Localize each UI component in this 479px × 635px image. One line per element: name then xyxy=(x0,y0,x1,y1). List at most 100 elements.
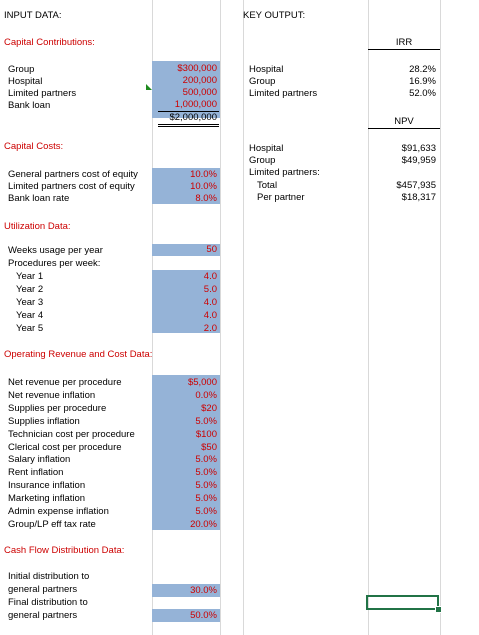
grid-column-line xyxy=(220,0,221,635)
irr-title: IRR xyxy=(395,37,413,48)
irr-label-limited-partners: Limited partners xyxy=(249,88,318,99)
weeks-usage-value[interactable]: 50 xyxy=(206,244,217,255)
operating-label-5: Clerical cost per procedure xyxy=(8,441,122,453)
cc-sum-line xyxy=(158,111,219,112)
year-2-value[interactable]: 5.0 xyxy=(203,284,217,295)
initial-distribution-value[interactable]: 30.0% xyxy=(190,585,217,596)
operating-label-0: Net revenue per procedure xyxy=(8,377,122,388)
operating-label-9: Marketing inflation xyxy=(8,493,86,505)
operating-label-3: Supplies inflation xyxy=(8,415,80,427)
utilization-title: Utilization Data: xyxy=(4,221,71,232)
costs-label-lp-equity: Limited partners cost of equity xyxy=(8,181,135,192)
npv-label-group: Group xyxy=(249,155,276,166)
operating-label-6: Salary inflation xyxy=(8,454,71,466)
irr-label-hospital: Hospital xyxy=(249,64,284,75)
npv-label-per-partner: Per partner xyxy=(257,192,305,203)
npv-title: NPV xyxy=(394,116,414,127)
operating-value-0[interactable]: $5,000 xyxy=(187,377,217,388)
capital-contributions-input-block[interactable] xyxy=(152,61,220,118)
operating-value-6[interactable]: 5.0% xyxy=(195,454,217,466)
cc-label-limited-partners: Limited partners xyxy=(8,88,77,99)
operating-label-10: Admin expense inflation xyxy=(8,506,109,517)
final-distribution-label-2: general partners xyxy=(8,610,78,621)
operating-title: Operating Revenue and Cost Data: xyxy=(4,349,153,360)
final-distribution-input-cell[interactable] xyxy=(152,609,220,622)
npv-label-hospital: Hospital xyxy=(249,143,284,154)
weeks-usage-label: Weeks usage per year xyxy=(8,245,103,256)
operating-value-9[interactable]: 5.0% xyxy=(195,493,217,505)
year-5-label: Year 5 xyxy=(16,323,44,334)
active-cell-selection[interactable] xyxy=(366,595,439,610)
grid-column-line xyxy=(243,0,244,635)
year-1-label: Year 1 xyxy=(16,271,44,282)
cc-value-bank-loan[interactable]: 1,000,000 xyxy=(174,99,217,110)
irr-value-hospital: 28.2% xyxy=(409,64,436,75)
operating-input-block[interactable] xyxy=(152,375,220,530)
irr-value-group: 16.9% xyxy=(409,76,436,87)
operating-label-1: Net revenue inflation xyxy=(8,389,96,401)
irr-label-group: Group xyxy=(249,76,276,87)
operating-value-8[interactable]: 5.0% xyxy=(195,480,217,492)
initial-distribution-label-2: general partners xyxy=(8,584,78,595)
npv-label-total: Total xyxy=(257,180,278,191)
costs-label-gp-equity: General partners cost of equity xyxy=(8,169,138,180)
operating-label-2: Supplies per procedure xyxy=(8,402,107,414)
npv-value-hospital: $91,633 xyxy=(401,143,436,154)
capital-costs-input-block[interactable] xyxy=(152,168,220,204)
irr-value-limited-partners: 52.0% xyxy=(409,88,436,99)
operating-value-1[interactable]: 0.0% xyxy=(195,389,217,401)
input-data-header: INPUT DATA: xyxy=(4,10,62,21)
year-3-value[interactable]: 4.0 xyxy=(203,297,217,308)
costs-label-bank-loan-rate: Bank loan rate xyxy=(8,193,70,204)
initial-distribution-input-cell[interactable] xyxy=(152,584,220,597)
cc-total-value: $2,000,000 xyxy=(169,112,217,123)
operating-value-10[interactable]: 5.0% xyxy=(195,506,217,517)
year-4-value[interactable]: 4.0 xyxy=(203,310,217,321)
final-distribution-value[interactable]: 50.0% xyxy=(190,610,217,621)
year-4-label: Year 4 xyxy=(16,310,44,321)
cc-value-group[interactable]: $300,000 xyxy=(177,63,217,74)
year-2-label: Year 2 xyxy=(16,284,44,295)
operating-label-11: Group/LP eff tax rate xyxy=(8,518,96,530)
procedures-input-block[interactable] xyxy=(152,270,220,333)
cc-total-underline-2 xyxy=(158,126,219,127)
npv-label-limited-partners: Limited partners: xyxy=(249,167,320,178)
cash-flow-title: Cash Flow Distribution Data: xyxy=(4,545,125,556)
operating-value-4[interactable]: $100 xyxy=(195,428,217,440)
final-distribution-label-1: Final distribution to xyxy=(8,597,88,608)
npv-title-underline xyxy=(368,128,440,129)
capital-contributions-title: Capital Contributions: xyxy=(4,37,95,48)
operating-value-3[interactable]: 5.0% xyxy=(195,415,217,427)
operating-label-7: Rent inflation xyxy=(8,467,64,479)
operating-value-11[interactable]: 20.0% xyxy=(190,518,217,530)
costs-value-bank-loan-rate[interactable]: 8.0% xyxy=(195,193,217,204)
fill-handle[interactable] xyxy=(435,606,442,613)
grid-column-line xyxy=(440,0,441,635)
operating-label-8: Insurance inflation xyxy=(8,480,86,492)
year-3-label: Year 3 xyxy=(16,297,44,308)
cc-value-limited-partners[interactable]: 500,000 xyxy=(182,87,217,98)
costs-value-lp-equity[interactable]: 10.0% xyxy=(190,181,217,192)
comment-indicator-icon xyxy=(146,84,152,90)
operating-label-4: Technician cost per procedure xyxy=(8,428,135,440)
cc-label-hospital: Hospital xyxy=(8,76,43,87)
npv-value-group: $49,959 xyxy=(401,155,436,166)
operating-value-7[interactable]: 5.0% xyxy=(195,467,217,479)
npv-value-per-partner: $18,317 xyxy=(401,192,436,203)
year-1-value[interactable]: 4.0 xyxy=(203,271,217,282)
cc-label-group: Group xyxy=(8,64,35,75)
operating-value-2[interactable]: $20 xyxy=(201,402,217,414)
procedures-per-week-label: Procedures per week: xyxy=(8,258,101,269)
irr-title-underline xyxy=(368,49,440,50)
weeks-usage-input-cell[interactable] xyxy=(152,244,220,256)
capital-costs-title: Capital Costs: xyxy=(4,141,64,152)
year-5-value[interactable]: 2.0 xyxy=(203,323,217,334)
grid-column-line xyxy=(368,0,369,635)
cc-label-bank-loan: Bank loan xyxy=(8,100,51,111)
cc-total-underline-1 xyxy=(158,124,219,125)
cc-value-hospital[interactable]: 200,000 xyxy=(182,75,217,86)
npv-value-total: $457,935 xyxy=(396,180,436,191)
initial-distribution-label-1: Initial distribution to xyxy=(8,571,90,582)
operating-value-5[interactable]: $50 xyxy=(201,441,217,453)
costs-value-gp-equity[interactable]: 10.0% xyxy=(190,169,217,180)
